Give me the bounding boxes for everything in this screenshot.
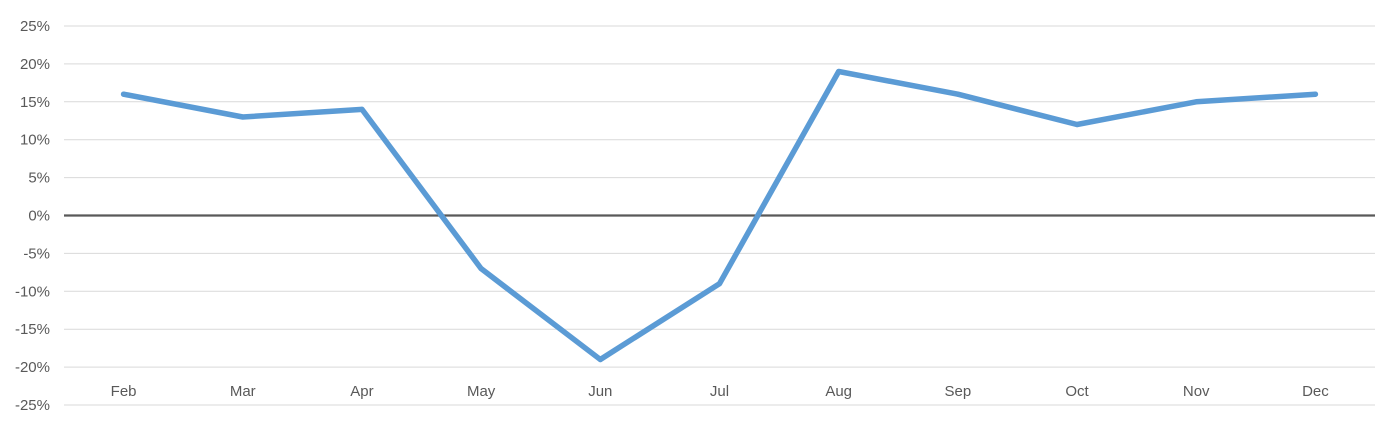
data-point <box>836 68 842 75</box>
x-tick-label: Feb <box>111 383 137 400</box>
x-tick-label: Sep <box>945 383 972 400</box>
x-tick-label: May <box>467 383 496 400</box>
x-tick-label: Jun <box>588 383 612 400</box>
series-layer <box>120 68 1319 363</box>
gridlines <box>64 25 1375 406</box>
x-tick-label: Oct <box>1065 383 1089 400</box>
y-tick-label: 20% <box>20 56 50 73</box>
y-tick-label: -20% <box>15 359 50 376</box>
y-tick-label: 15% <box>20 94 50 111</box>
y-tick-label: 5% <box>28 170 50 187</box>
y-tick-label: 0% <box>28 208 50 225</box>
data-point <box>478 265 484 272</box>
data-point <box>1312 91 1319 97</box>
x-tick-label: Nov <box>1183 383 1210 400</box>
x-tick-label: Apr <box>350 383 373 400</box>
data-point <box>240 114 246 120</box>
data-point <box>120 91 127 97</box>
data-point <box>955 91 961 97</box>
data-point <box>1074 121 1080 128</box>
x-tick-label: Dec <box>1302 383 1329 400</box>
x-tick-label: Aug <box>825 383 852 400</box>
x-axis-tick-labels: Feb Mar Apr May Jun Jul Aug Sep Oct Nov Dec <box>111 383 1330 400</box>
y-tick-label: 10% <box>20 132 50 149</box>
x-tick-label: Jul <box>710 383 729 400</box>
y-tick-label: -25% <box>15 397 50 414</box>
x-tick-label: Mar <box>230 383 256 400</box>
data-point <box>597 356 603 363</box>
data-point <box>716 281 723 287</box>
data-point <box>359 106 365 112</box>
y-axis-tick-labels: -25% -20% -15% -10% -5% 0% 5% 10% 15% 20% 25% <box>15 18 50 414</box>
y-tick-label: -5% <box>23 245 50 262</box>
data-point <box>1193 99 1199 105</box>
y-tick-label: 25% <box>20 18 50 35</box>
y-tick-label: -15% <box>15 321 50 338</box>
y-tick-label: -10% <box>15 283 50 300</box>
